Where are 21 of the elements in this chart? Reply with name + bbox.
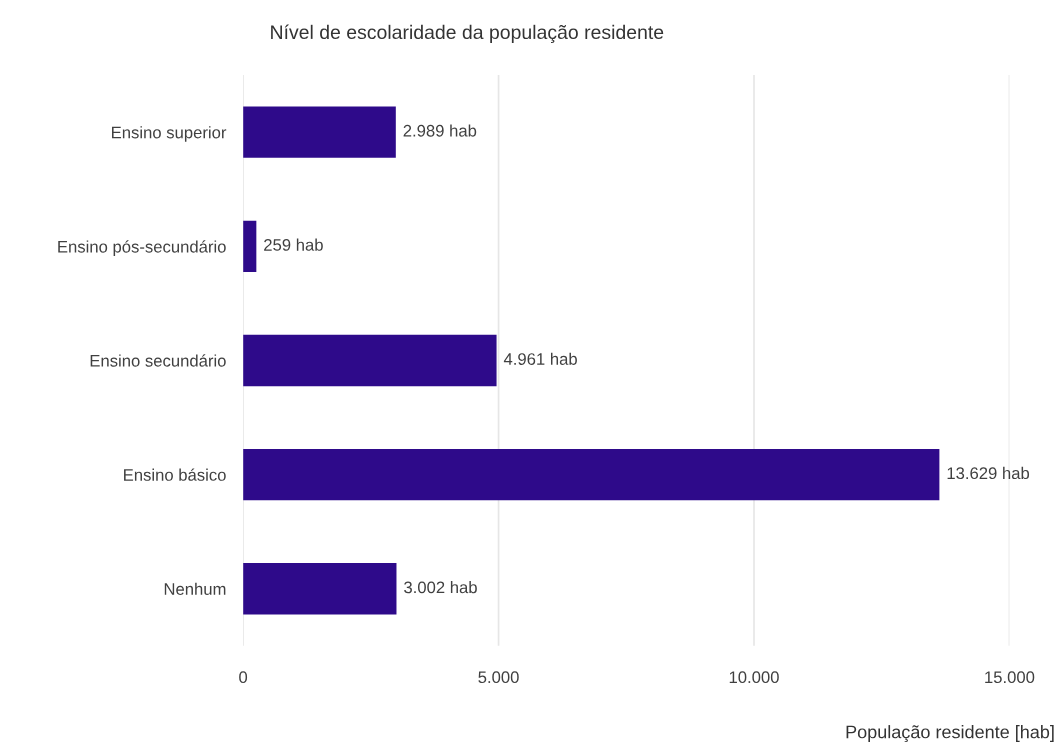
y-tick-label: Ensino secundário bbox=[90, 354, 226, 367]
x-tick-label: 5.000 bbox=[478, 671, 519, 684]
data-label: 2.989 hab bbox=[403, 124, 477, 137]
x-tick-label: 10.000 bbox=[729, 671, 779, 684]
bar bbox=[243, 106, 396, 158]
y-tick-label: Ensino superior bbox=[112, 126, 227, 142]
x-axis-title: População residente [hab] bbox=[846, 725, 1054, 742]
y-tick-label: Nenhum bbox=[164, 582, 226, 595]
x-tick-label: 15.000 bbox=[985, 671, 1035, 684]
bar bbox=[243, 334, 497, 387]
data-label: 3.002 hab bbox=[404, 581, 477, 594]
bar bbox=[243, 448, 940, 501]
bar bbox=[243, 563, 397, 615]
x-tick-label: 0 bbox=[239, 671, 248, 684]
y-tick-label: Ensino básico bbox=[124, 468, 226, 481]
data-label: 4.961 hab bbox=[503, 352, 577, 365]
data-label: 13.629 hab bbox=[947, 466, 1030, 480]
y-tick-label: Ensino pós-secundário bbox=[58, 240, 226, 256]
data-label: 259 hab bbox=[264, 238, 323, 251]
bar bbox=[243, 220, 257, 273]
chart-title: Nível de escolaridade da população residente bbox=[271, 24, 664, 44]
